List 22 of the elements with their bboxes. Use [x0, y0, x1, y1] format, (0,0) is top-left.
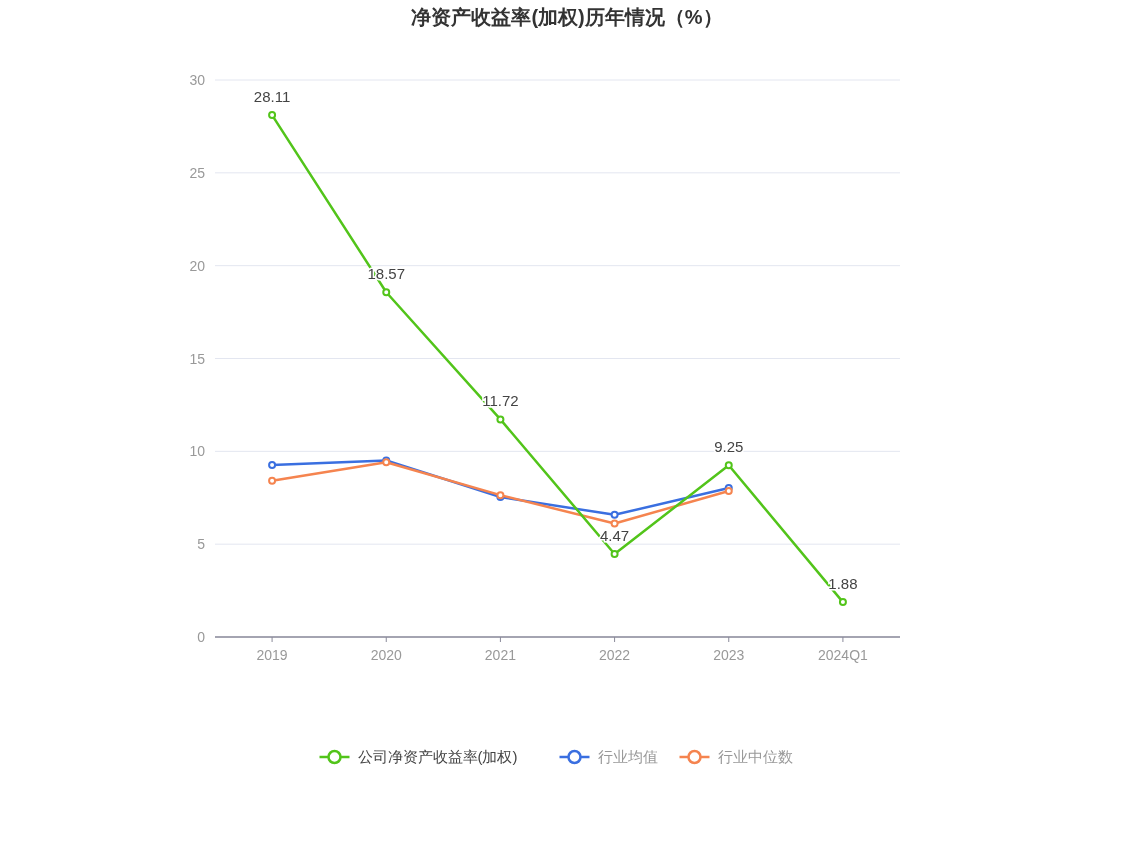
legend-label: 行业中位数 — [717, 748, 793, 765]
x-tick-label: 2021 — [484, 647, 517, 663]
data-label: 28.11 — [253, 88, 291, 106]
legend-label: 行业均值 — [597, 748, 658, 765]
data-label: 1.88 — [828, 575, 858, 593]
legend-label: 公司净资产收益率(加权) — [357, 748, 518, 765]
y-tick-label: 15 — [189, 350, 206, 367]
x-tick-label: 2020 — [370, 647, 403, 663]
y-tick-label: 5 — [197, 536, 206, 553]
x-tick-label: 2023 — [713, 647, 745, 663]
chart-title: 净资产收益率(加权)历年情况（%） — [411, 6, 723, 28]
data-label: 9.25 — [714, 438, 744, 456]
y-tick-label: 20 — [189, 257, 206, 274]
y-tick-label: 30 — [189, 72, 206, 88]
x-tick-label: 2022 — [599, 647, 631, 663]
y-tick-label: 25 — [189, 164, 206, 181]
y-tick-label: 10 — [189, 443, 206, 460]
data-label: 11.72 — [482, 392, 519, 410]
x-tick-label: 2024Q1 — [818, 647, 869, 663]
y-tick-label: 0 — [197, 629, 206, 645]
data-label: 4.47 — [599, 527, 630, 545]
x-tick-label: 2019 — [256, 647, 288, 663]
